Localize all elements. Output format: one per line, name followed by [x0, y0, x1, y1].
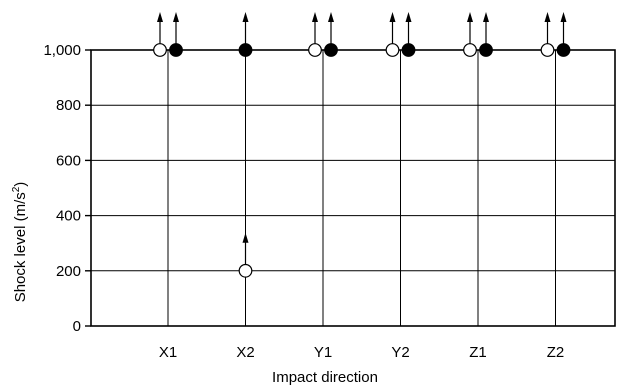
- y-tick-label: 400: [56, 208, 81, 225]
- y-tick-labels: 0 200 400 600 800 1,000: [43, 42, 81, 335]
- y-tick-label: 200: [56, 263, 81, 280]
- plot-frame: [90, 49, 616, 327]
- open-circle-point: [463, 43, 477, 57]
- arrow-head: [242, 232, 249, 243]
- arrow-head: [560, 12, 567, 22]
- x-tick-label: X1: [159, 344, 177, 361]
- arrow-head: [389, 12, 396, 22]
- x-axis-title: Impact direction: [272, 369, 378, 386]
- x-tick-label: Y1: [314, 344, 332, 361]
- filled-circle-point: [479, 43, 493, 57]
- open-circle-point: [153, 43, 167, 57]
- open-circle-point: [238, 263, 253, 278]
- grid-lines: [85, 49, 615, 327]
- arrow-head: [157, 12, 163, 22]
- y-tick-label: 1,000: [43, 42, 81, 59]
- filled-circle-point: [401, 43, 416, 57]
- data-marks: [153, 12, 571, 278]
- y-axis-title: Shock level (m/s2): [11, 182, 29, 303]
- open-circle-point: [385, 43, 400, 57]
- y-axis-title-close: ): [12, 182, 29, 187]
- y-tick-label: 800: [56, 97, 81, 114]
- open-circle-point: [540, 43, 555, 57]
- arrow-head: [483, 12, 489, 22]
- x-tick-label: Z1: [469, 344, 487, 361]
- arrow-head: [467, 12, 473, 22]
- x-tick-label: X2: [236, 344, 254, 361]
- arrow-head: [242, 12, 249, 22]
- y-axis-title-main: Shock level (m/s: [12, 192, 29, 302]
- x-tick-labels: X1 X2 Y1 Y2 Z1 Z2: [159, 344, 564, 361]
- open-circle-point: [308, 43, 322, 57]
- y-tick-label: 0: [73, 318, 81, 335]
- y-tick-label: 600: [56, 152, 81, 169]
- arrow-head: [544, 12, 551, 22]
- arrow-head: [405, 12, 412, 22]
- x-tick-label: Z2: [547, 344, 565, 361]
- arrow-head: [312, 12, 318, 22]
- filled-circle-point: [169, 43, 183, 57]
- arrow-head: [173, 12, 179, 22]
- y-axis-title-superscript: 2: [11, 186, 22, 192]
- x-tick-label: Y2: [391, 344, 409, 361]
- filled-circle-point: [324, 43, 338, 57]
- arrow-head: [328, 12, 334, 22]
- filled-circle-point: [238, 43, 253, 57]
- filled-circle-point: [556, 43, 571, 57]
